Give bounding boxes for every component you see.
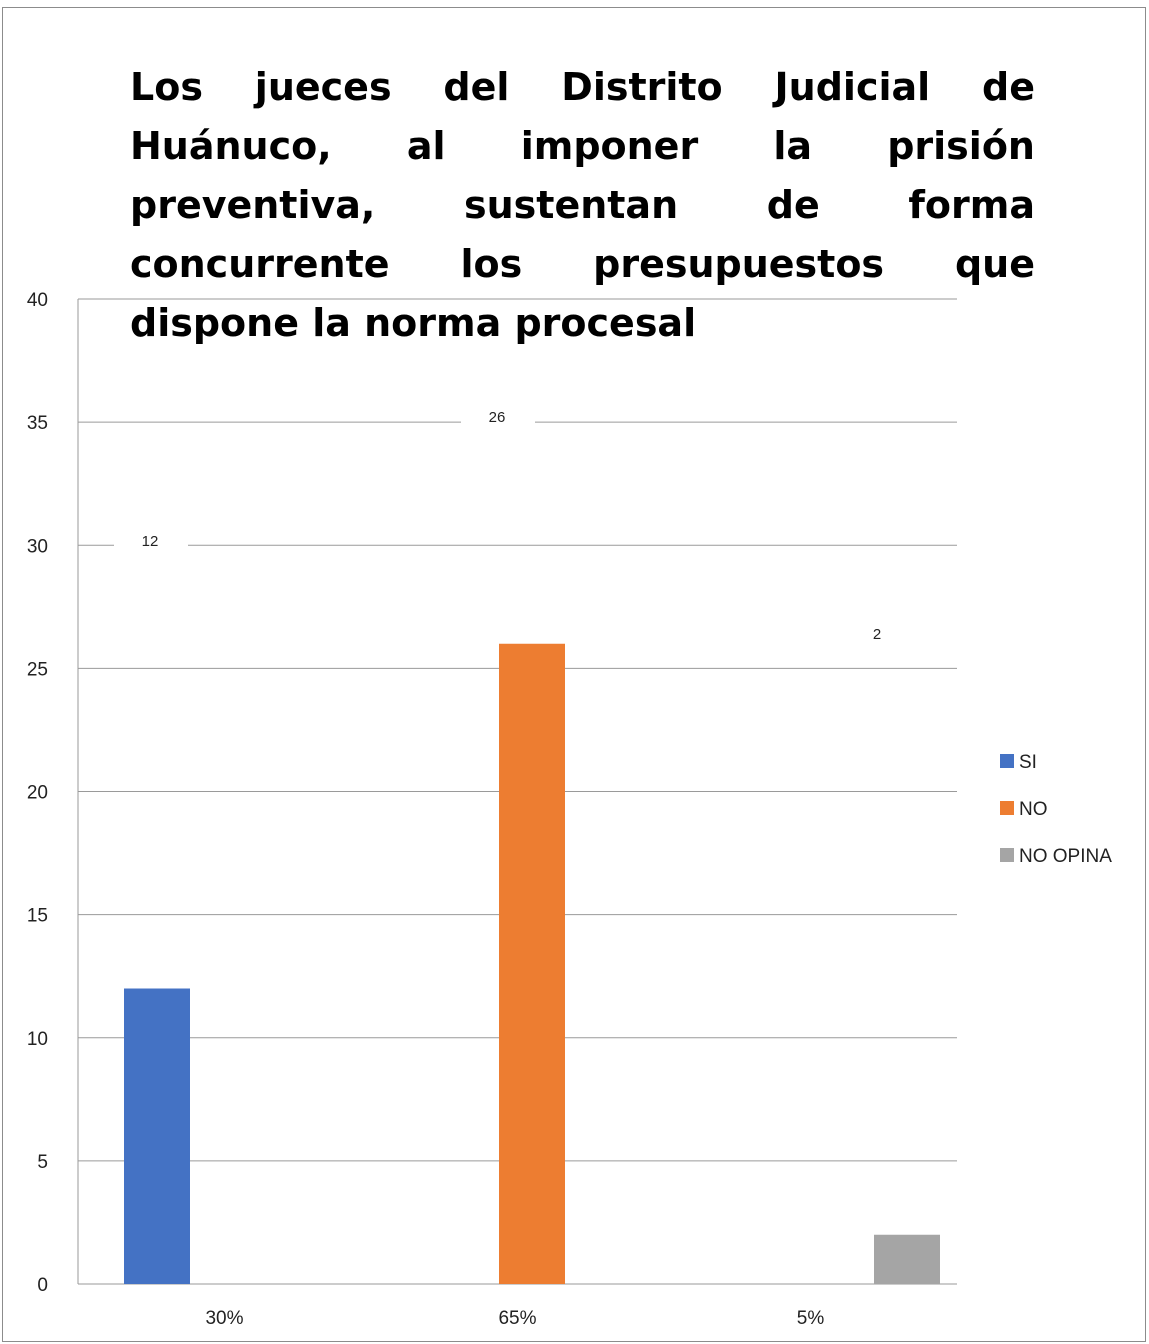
y-tick-label: 40 bbox=[27, 290, 48, 311]
bar-si bbox=[124, 988, 190, 1284]
legend-label: NO OPINA bbox=[1019, 846, 1112, 867]
x-category-label: 65% bbox=[498, 1308, 536, 1329]
chart-frame bbox=[2, 7, 1146, 1342]
data-label-box bbox=[461, 398, 535, 434]
data-label: 26 bbox=[489, 409, 506, 426]
y-tick-label: 10 bbox=[27, 1029, 48, 1050]
axes: 0 5 10 15 20 25 30 35 40 30% 65% 5% bbox=[27, 290, 824, 1329]
x-category-label: 5% bbox=[797, 1308, 825, 1329]
y-tick-label: 15 bbox=[27, 906, 48, 927]
data-label-box bbox=[114, 522, 188, 558]
legend-label: NO bbox=[1019, 799, 1048, 820]
legend-swatch bbox=[1000, 754, 1014, 768]
legend-label: SI bbox=[1019, 752, 1037, 773]
y-tick-label: 5 bbox=[37, 1152, 48, 1173]
y-tick-label: 35 bbox=[27, 413, 48, 434]
legend-swatch bbox=[1000, 848, 1014, 862]
data-label-box bbox=[841, 615, 915, 651]
bars bbox=[124, 643, 940, 1284]
bar-no-opina bbox=[874, 1234, 940, 1284]
data-label: 12 bbox=[142, 533, 159, 550]
legend: SI NO NO OPINA bbox=[1000, 752, 1112, 867]
legend-swatch bbox=[1000, 801, 1014, 815]
data-labels: 12 26 2 bbox=[114, 398, 915, 651]
data-label: 2 bbox=[873, 626, 881, 643]
y-tick-label: 0 bbox=[37, 1275, 48, 1296]
bar-no bbox=[499, 643, 565, 1284]
chart-title: Los jueces del Distrito Judicial de Huán… bbox=[130, 65, 1035, 345]
y-tick-label: 30 bbox=[27, 536, 48, 557]
x-category-label: 30% bbox=[205, 1308, 243, 1329]
y-tick-label: 25 bbox=[27, 659, 48, 680]
y-tick-label: 20 bbox=[27, 783, 48, 804]
